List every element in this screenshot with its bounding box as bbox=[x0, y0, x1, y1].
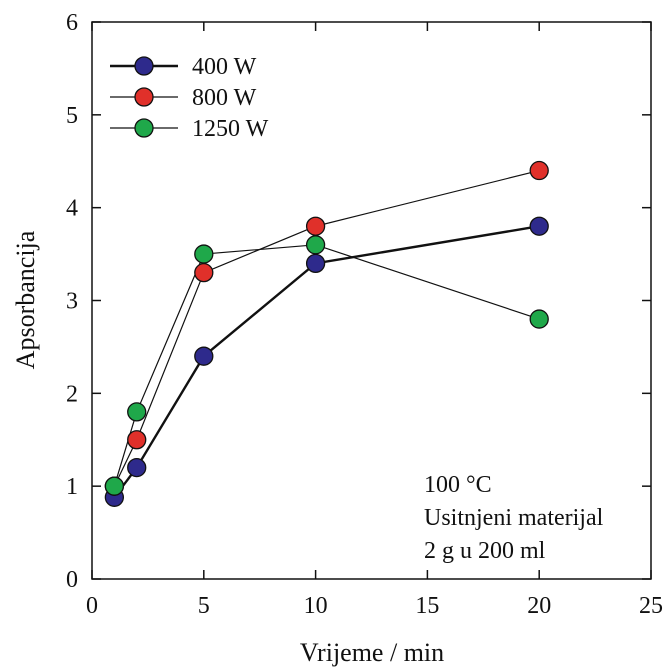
data-point bbox=[305, 216, 326, 236]
y-tick-label: 1 bbox=[66, 474, 78, 500]
data-point bbox=[529, 160, 549, 181]
legend-label: 400 W bbox=[192, 54, 257, 80]
data-point bbox=[127, 430, 147, 450]
y-tick-label: 5 bbox=[66, 103, 78, 129]
series-line bbox=[113, 244, 540, 487]
data-point bbox=[305, 235, 326, 255]
x-tick-label: 15 bbox=[415, 593, 439, 619]
legend: 400 W 800 W 1250 W bbox=[110, 54, 269, 142]
data-point bbox=[194, 346, 214, 366]
series-line bbox=[113, 169, 540, 487]
y-tick-label: 3 bbox=[66, 289, 78, 315]
annotation-temperature: 100 °C bbox=[424, 472, 492, 498]
y-tick-label: 4 bbox=[66, 196, 78, 222]
legend-marker bbox=[134, 118, 154, 138]
series-lines bbox=[113, 169, 540, 499]
data-point bbox=[127, 457, 147, 478]
data-point bbox=[104, 476, 125, 496]
series-points bbox=[104, 160, 549, 507]
data-point bbox=[127, 402, 147, 422]
x-tick-label: 0 bbox=[86, 593, 98, 619]
axis-ticks: 0 5 10 15 20 25 0 1 2 3 4 5 6 bbox=[66, 10, 663, 619]
annotation-amount: 2 g u 200 ml bbox=[424, 538, 546, 564]
y-axis-title: Apsorbancija bbox=[11, 230, 40, 369]
plot-frame bbox=[91, 21, 652, 580]
x-tick-label: 25 bbox=[639, 593, 663, 619]
x-tick-label: 20 bbox=[527, 593, 551, 619]
x-axis-title: Vrijeme / min bbox=[300, 638, 444, 667]
data-point bbox=[194, 244, 214, 264]
annotation-block: 100 °C Usitnjeni materijal 2 g u 200 ml bbox=[424, 472, 604, 564]
legend-marker bbox=[134, 56, 154, 76]
data-point bbox=[529, 309, 549, 329]
legend-marker bbox=[134, 87, 154, 107]
annotation-material: Usitnjeni materijal bbox=[424, 505, 604, 531]
y-tick-label: 0 bbox=[66, 567, 78, 593]
data-point bbox=[194, 262, 214, 283]
plot-axes bbox=[91, 21, 652, 580]
legend-label: 800 W bbox=[192, 85, 257, 111]
y-tick-label: 6 bbox=[66, 10, 78, 36]
y-tick-label: 2 bbox=[66, 381, 78, 407]
x-tick-label: 10 bbox=[304, 593, 328, 619]
x-tick-label: 5 bbox=[198, 593, 210, 619]
data-point bbox=[305, 253, 326, 274]
legend-label: 1250 W bbox=[192, 116, 269, 142]
series-line bbox=[113, 225, 540, 499]
data-point bbox=[529, 216, 549, 236]
